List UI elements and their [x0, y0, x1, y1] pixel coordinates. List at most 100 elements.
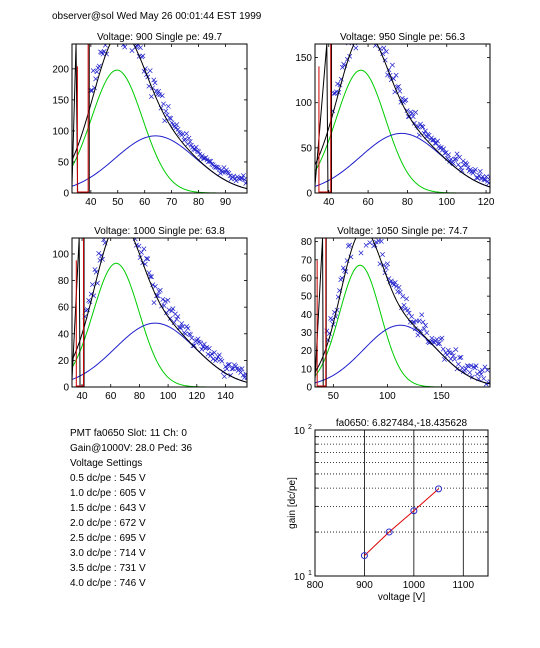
- data-point: [458, 165, 464, 170]
- plot-frame: [314, 43, 491, 194]
- x-tick-label: 120: [478, 197, 495, 208]
- y-tick-label: 200: [52, 64, 69, 75]
- y-tick-label: 40: [58, 329, 70, 340]
- data-point: [141, 246, 147, 252]
- data-point: [175, 126, 181, 132]
- data-point: [372, 27, 376, 31]
- x-tick-label: 50: [328, 391, 340, 402]
- data-point: [476, 173, 482, 178]
- data-point: [383, 265, 389, 271]
- data-point: [478, 371, 484, 377]
- data-point: [174, 316, 180, 322]
- data-point: [144, 256, 149, 262]
- x-tick-label: 80: [402, 197, 414, 208]
- y-tick-label: 0: [306, 383, 312, 394]
- gain-point: [435, 485, 443, 493]
- data-point: [152, 283, 158, 289]
- data-point: [468, 363, 474, 369]
- data-point: [191, 343, 197, 349]
- data-point: [100, 51, 106, 57]
- data-point: [203, 345, 208, 351]
- data-point: [453, 156, 459, 162]
- chart-title: Voltage: 1050 Single pe: 74.7: [337, 226, 468, 237]
- y-tick-label: 10: [294, 426, 306, 437]
- data-point: [381, 45, 387, 51]
- data-point: [112, 216, 116, 220]
- data-point: [122, 44, 128, 50]
- data-point: [102, 44, 108, 48]
- data-point: [211, 350, 217, 356]
- y-tick-label: 10: [301, 364, 313, 375]
- data-point: [410, 114, 416, 119]
- data-point: [435, 138, 441, 144]
- y-tick-label: 20: [58, 356, 70, 367]
- data-point: [393, 72, 399, 78]
- x-axis-label: voltage [V]: [378, 592, 425, 603]
- data-point: [468, 166, 473, 172]
- data-point: [225, 362, 231, 368]
- fit-gaussian-blue: [315, 324, 490, 385]
- plot-area: [315, 215, 490, 387]
- data-point: [402, 98, 408, 104]
- y-tick-label: 80: [301, 237, 313, 248]
- data-point: [214, 356, 220, 362]
- data-point: [182, 136, 188, 142]
- data-point: [480, 174, 486, 180]
- plot-area: [315, 10, 490, 193]
- data-point: [231, 173, 237, 179]
- fit-gaussian-green: [315, 69, 490, 193]
- data-point: [156, 88, 162, 94]
- gain-point: [360, 552, 368, 560]
- data-point: [424, 330, 430, 336]
- data-point: [92, 267, 98, 272]
- data-point: [464, 161, 470, 167]
- data-point: [244, 179, 247, 185]
- data-point: [340, 64, 345, 70]
- data-point: [147, 68, 153, 74]
- data-point: [192, 147, 198, 153]
- info-block: PMT fa0650 Slot: 11 Ch: 0 Gain@1000V: 28…: [70, 426, 192, 591]
- data-point: [148, 94, 154, 100]
- data-point: [170, 306, 176, 312]
- data-point: [410, 320, 416, 325]
- data-point: [199, 346, 205, 352]
- setting-row: 3.0 dc/pe : 714 V: [70, 548, 146, 559]
- data-point: [165, 103, 171, 109]
- data-point: [455, 361, 461, 367]
- data-point: [240, 173, 246, 178]
- data-point: [355, 215, 359, 219]
- y-tick-label: 10: [294, 572, 306, 583]
- chart-title: Voltage: 900 Single pe: 49.7: [97, 32, 223, 43]
- y-tick-label: 40: [301, 310, 313, 321]
- data-point: [161, 101, 166, 107]
- fit-total: [72, 44, 247, 190]
- data-point: [439, 335, 445, 341]
- y-tick-label: 80: [58, 276, 70, 287]
- data-point: [188, 332, 193, 338]
- histogram-panel-1000: Voltage: 1000 Single pe: 63.8 40 60 80 100 12…: [52, 226, 248, 402]
- y-tick-label: 150: [52, 95, 69, 106]
- plot-frame: [71, 237, 248, 388]
- data-point: [168, 116, 174, 121]
- y-tick-exponent: 2: [308, 424, 312, 431]
- data-point: [368, 22, 372, 26]
- gain-point: [410, 507, 418, 515]
- data-point: [416, 318, 422, 324]
- data-point: [207, 158, 212, 164]
- data-point: [452, 356, 458, 362]
- data-point: [243, 180, 247, 186]
- data-point: [171, 320, 177, 325]
- y-tick-label: 0: [63, 383, 69, 394]
- data-point: [467, 370, 473, 375]
- y-tick-exponent: 1: [308, 570, 312, 577]
- data-point: [110, 27, 114, 31]
- data-point: [355, 10, 359, 14]
- data-point: [195, 336, 201, 342]
- data-point: [180, 324, 186, 330]
- data-point: [210, 356, 216, 362]
- data-point: [127, 218, 131, 222]
- data-point: [441, 146, 447, 152]
- x-tick-label: 50: [112, 197, 124, 208]
- data-point: [161, 303, 167, 308]
